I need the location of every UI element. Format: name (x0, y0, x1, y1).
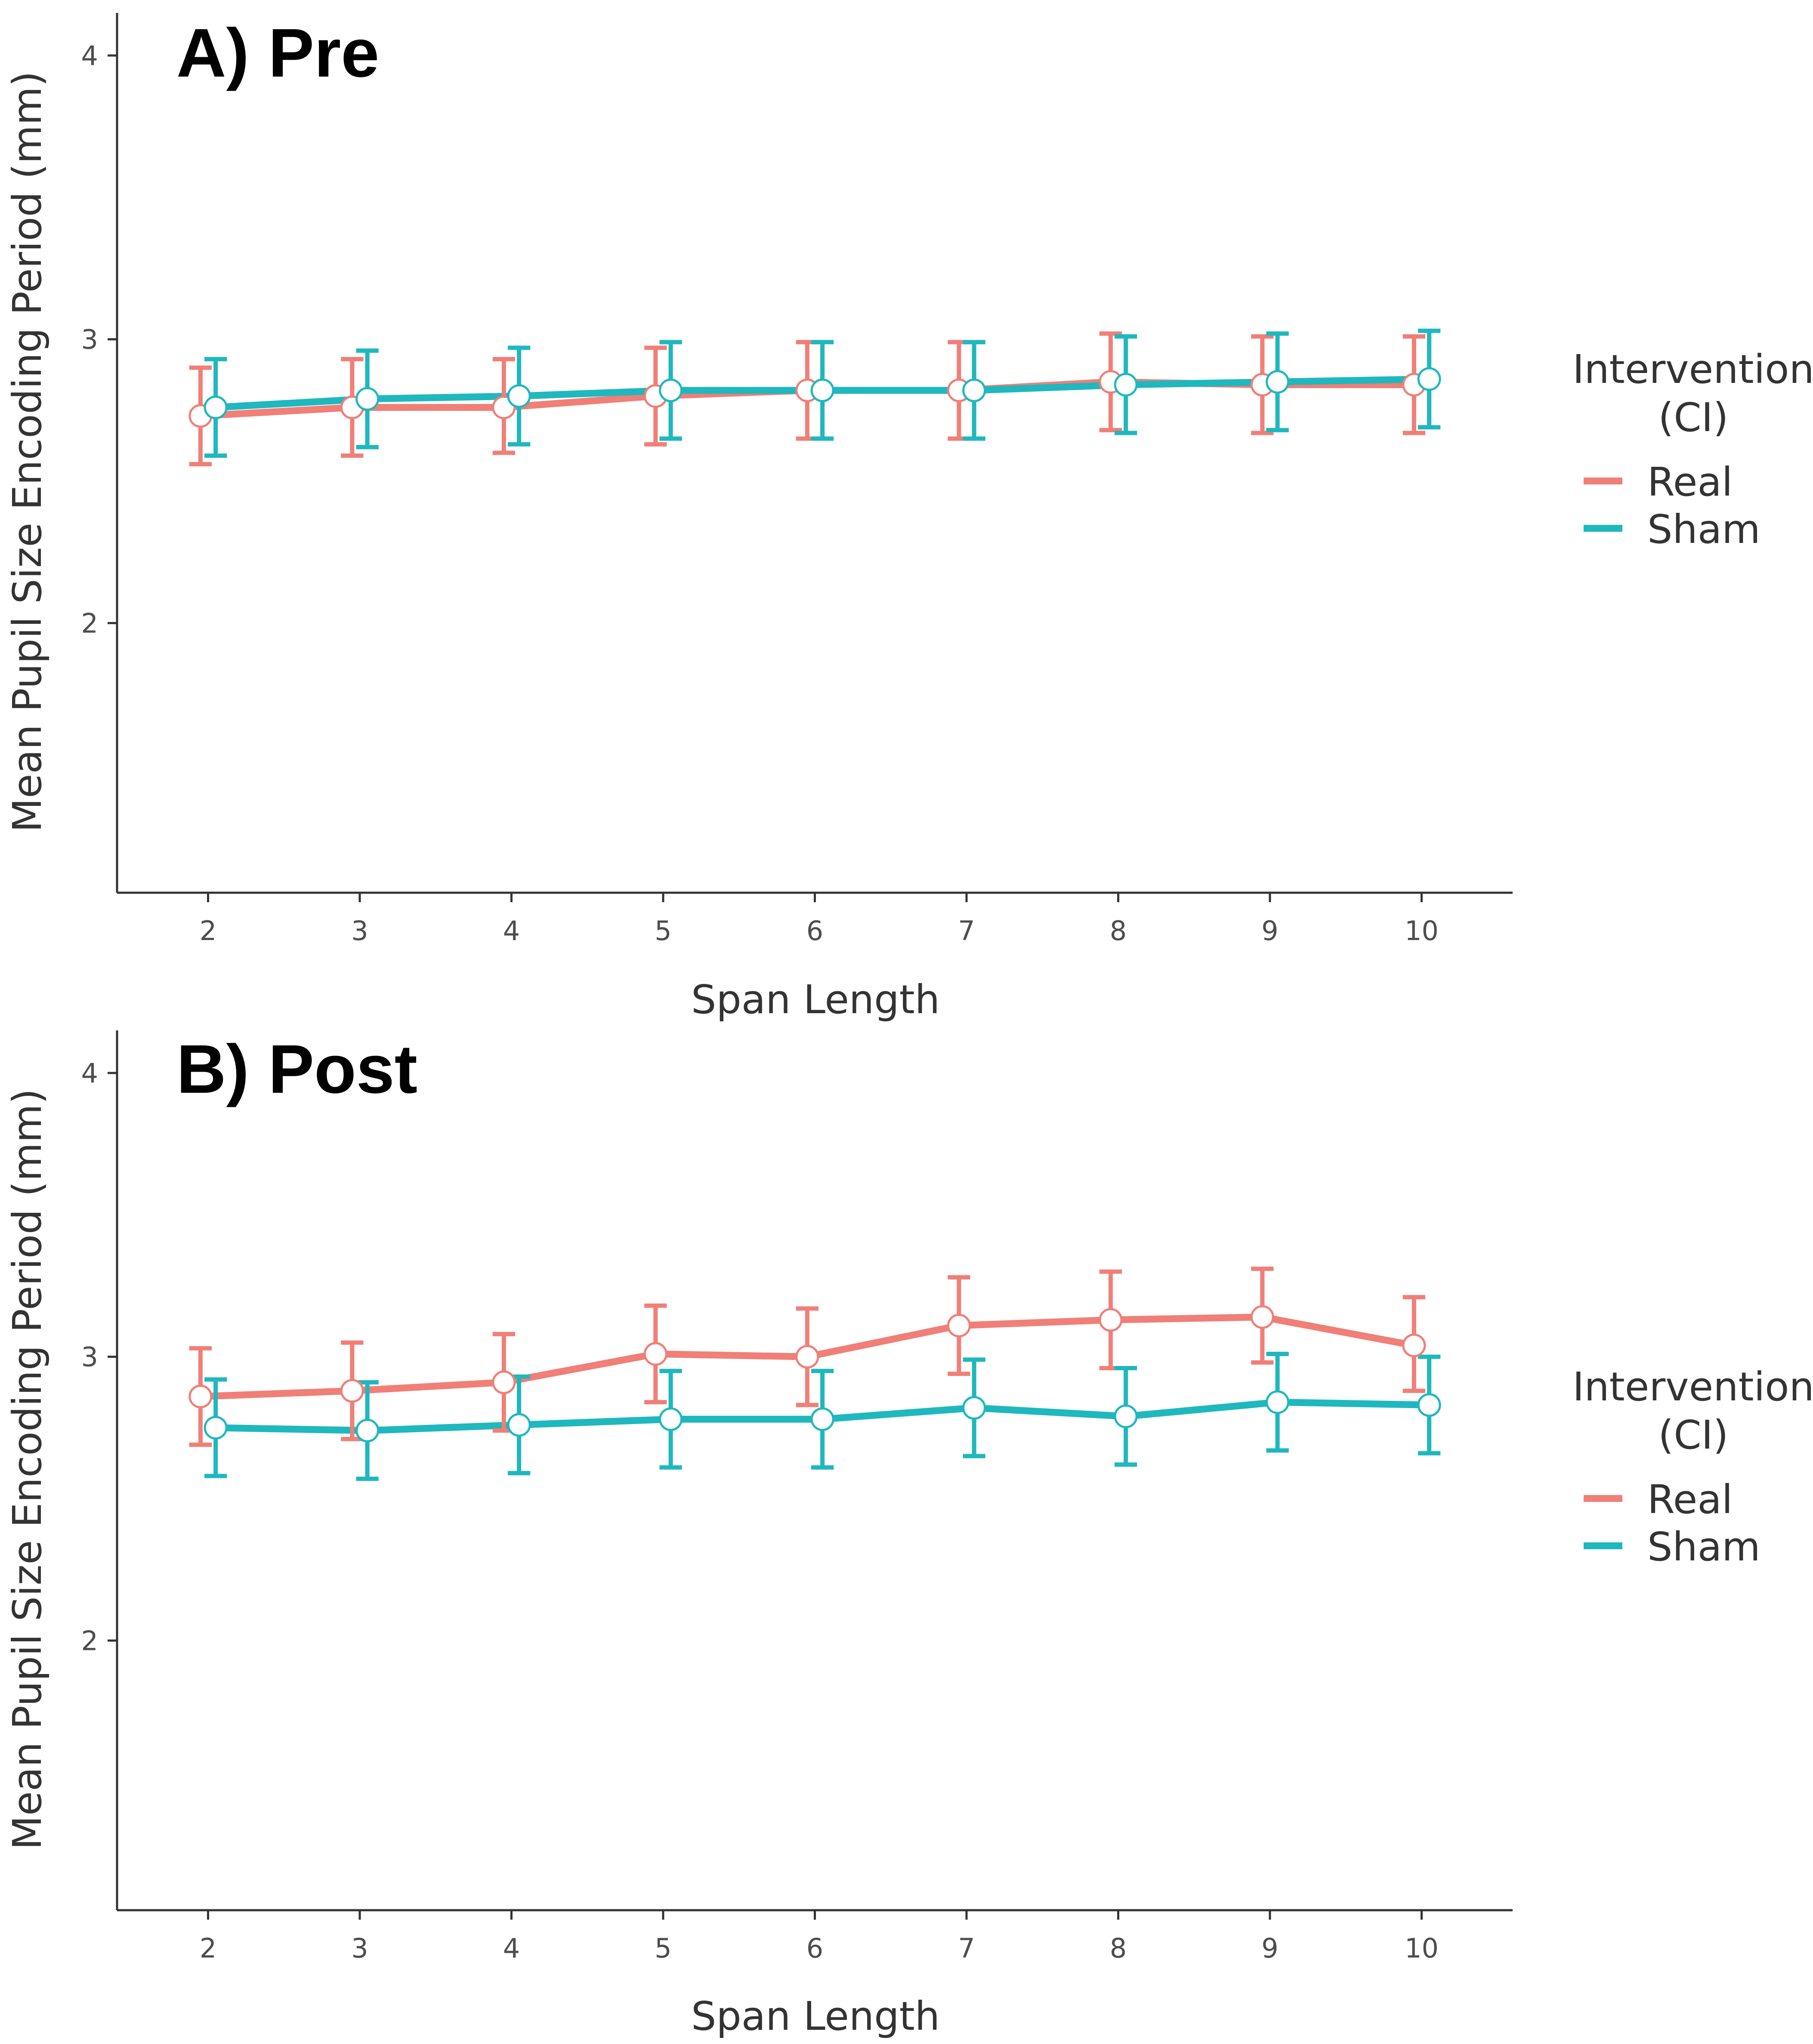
x-tick-label: 4 (503, 915, 520, 946)
data-point (947, 1313, 971, 1338)
x-tick-label: 5 (655, 1933, 671, 1964)
points-real (188, 370, 1426, 428)
x-tick-label: 2 (200, 1933, 216, 1964)
data-point (659, 1407, 683, 1431)
legend-label-real: Real (1647, 459, 1733, 505)
data-point (1114, 373, 1138, 397)
x-axis-title: Span Length (691, 1993, 940, 2039)
x-tick-label: 8 (1110, 1933, 1127, 1964)
x-tick-label: 3 (351, 1933, 368, 1964)
data-point (810, 1407, 834, 1431)
y-tick-label: 2 (81, 1625, 98, 1656)
points-sham (204, 367, 1441, 419)
data-point (340, 1379, 364, 1403)
data-point (204, 1416, 228, 1440)
x-tick-label: 8 (1110, 915, 1127, 946)
legend: Intervention (CI) Real Sham (1572, 1364, 1813, 1570)
x-tick-label: 3 (351, 915, 368, 946)
plot-area (188, 328, 1441, 466)
x-tick-label: 6 (806, 1933, 823, 1964)
points-sham (204, 1390, 1441, 1443)
x-tick-label: 9 (1261, 1933, 1278, 1964)
panel-label: A) Pre (176, 14, 379, 91)
data-point (507, 384, 531, 408)
data-point (810, 378, 834, 402)
panel-post: B) Post Mean Pupil Size Encoding Period … (4, 1030, 1813, 2039)
legend-label-real: Real (1647, 1477, 1733, 1523)
x-tick-label: 2 (200, 915, 216, 946)
data-point (795, 1345, 819, 1369)
data-point (204, 395, 228, 419)
legend-title-sub: (CI) (1658, 1412, 1728, 1458)
y-tick-label: 3 (81, 324, 98, 355)
legend-title-sub: (CI) (1658, 395, 1728, 441)
data-point (643, 1342, 667, 1366)
data-point (1417, 367, 1441, 391)
y-tick-label: 3 (81, 1341, 98, 1373)
y-tick-label: 4 (81, 1057, 98, 1089)
plot-area (188, 1267, 1441, 1481)
data-point (355, 1418, 380, 1443)
panel-label: B) Post (176, 1030, 417, 1107)
y-tick-label: 2 (81, 607, 98, 639)
x-tick-label: 6 (806, 915, 823, 946)
data-point (1266, 370, 1290, 394)
data-point (1402, 1333, 1426, 1357)
panel-pre: A) Pre Mean Pupil Size Encoding Period (… (4, 13, 1813, 1023)
x-tick-label: 5 (655, 915, 671, 946)
x-tick-label: 4 (503, 1933, 520, 1964)
data-point (1417, 1393, 1441, 1417)
data-point (659, 378, 683, 402)
legend-title: Intervention (1572, 346, 1813, 392)
x-tick-label: 7 (958, 1933, 975, 1964)
x-axis-title: Span Length (691, 977, 940, 1023)
axes: 2 3 4 2 3 4 5 6 7 8 9 10 (81, 13, 1513, 946)
points-real (188, 1305, 1426, 1409)
error-bars-sham (204, 328, 1441, 458)
axes: 2 3 4 2 3 4 5 6 7 8 9 10 (81, 1030, 1513, 1964)
data-point (355, 387, 380, 411)
data-point (492, 1370, 516, 1394)
data-point (962, 1396, 986, 1420)
legend-title: Intervention (1572, 1364, 1813, 1410)
y-axis-title: Mean Pupil Size Encoding Period (mm) (4, 71, 50, 832)
x-tick-label: 7 (958, 915, 975, 946)
data-point (1099, 1308, 1123, 1332)
x-tick-label: 10 (1405, 915, 1439, 946)
data-point (188, 1384, 213, 1409)
y-tick-label: 4 (81, 40, 98, 71)
data-point (1266, 1390, 1290, 1414)
error-bars-real (189, 1267, 1426, 1447)
x-tick-label: 9 (1261, 915, 1278, 946)
legend-label-sham: Sham (1647, 506, 1760, 552)
data-point (1250, 1305, 1274, 1329)
x-tick-label: 10 (1405, 1933, 1439, 1964)
legend: Intervention (CI) Real Sham (1572, 346, 1813, 552)
data-point (962, 378, 986, 402)
data-point (507, 1413, 531, 1437)
legend-label-sham: Sham (1647, 1524, 1760, 1570)
data-point (1114, 1404, 1138, 1428)
y-axis-title: Mean Pupil Size Encoding Period (mm) (4, 1088, 50, 1850)
